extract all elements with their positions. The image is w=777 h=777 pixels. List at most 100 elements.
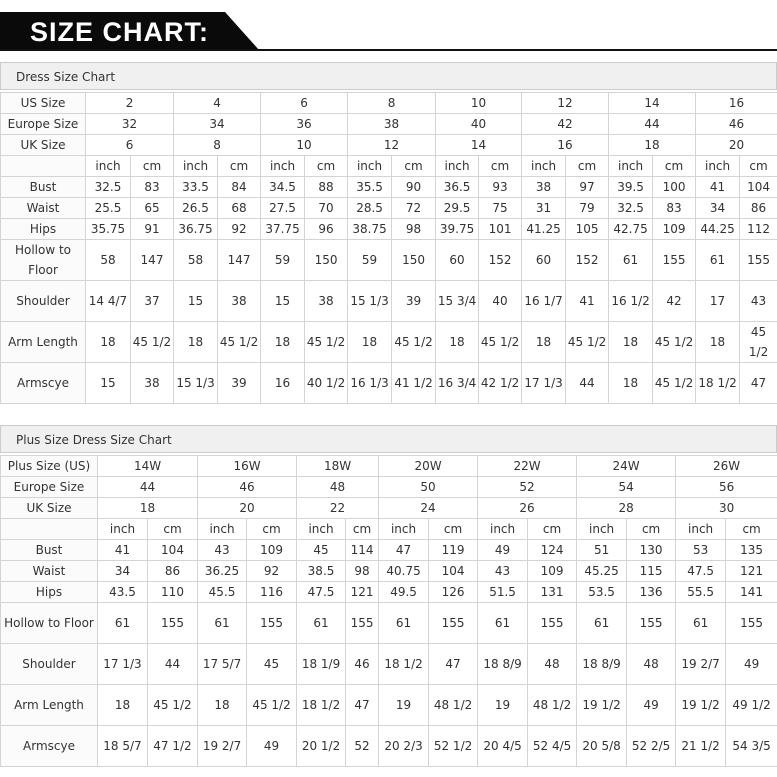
measure-cell: 18: [608, 362, 654, 404]
plus-size-chart: Plus Size Dress Size Chart Plus Size (US…: [0, 425, 777, 767]
unit-header: cm: [428, 518, 479, 540]
measure-cell: 109: [246, 539, 298, 561]
row-label: Armscye: [0, 362, 86, 404]
unit-row: inch cm inch cm inch cm inch cm inch cm inch cm inch…: [0, 518, 777, 540]
measure-row: Shoulder 14 4/7 37 15 38 15 38 15 1/3 39 15 3/4 40…: [0, 280, 777, 322]
size-cell: 10: [260, 134, 349, 156]
measure-cell: 14 4/7: [85, 280, 131, 322]
measure-row: Shoulder 17 1/3 44 17 5/7 45 18 1/9 46 18 1/2 47…: [0, 643, 777, 685]
measure-cell: 17 5/7: [197, 643, 248, 685]
unit-header: cm: [527, 518, 578, 540]
size-cell: 18: [96, 497, 199, 519]
size-cell: 6: [260, 92, 349, 114]
measure-cell: 18: [197, 684, 248, 726]
unit-header: inch: [85, 155, 131, 177]
measure-cell: 61: [378, 602, 430, 644]
measure-cell: 38: [521, 176, 567, 198]
measure-cell: 41.25: [521, 218, 567, 240]
measure-cell: 58: [85, 239, 131, 281]
measure-cell: 49: [477, 539, 529, 561]
measure-cell: 18: [695, 321, 741, 363]
dress-size-table: US Size 2 4 6 8 10 12 14 16 Europe Size 32 34 36 38 40…: [0, 92, 777, 404]
measure-cell: 90: [391, 176, 437, 198]
measure-cell: 155: [345, 602, 380, 644]
row-label: Waist: [0, 197, 86, 219]
measure-cell: 40 1/2: [304, 362, 349, 404]
row-label: Europe Size: [0, 113, 86, 135]
size-cell: 8: [173, 134, 262, 156]
measure-cell: 18: [260, 321, 306, 363]
measure-cell: 18 1/2: [296, 684, 347, 726]
size-cell: 6: [84, 134, 175, 156]
measure-cell: 29.5: [435, 197, 480, 219]
measure-cell: 16 1/7: [521, 280, 567, 322]
measure-cell: 18: [97, 684, 148, 726]
measure-cell: 16: [260, 362, 306, 404]
row-label: Armscye: [0, 725, 98, 767]
measure-row: Hips 43.5 110 45.5 116 47.5 121 49.5 126 51.5 131 5…: [0, 581, 777, 603]
measure-row: Armscye 15 38 15 1/3 39 16 40 1/2 16 1/3 41 1/2 1…: [0, 362, 777, 404]
measure-cell: 20 5/8: [576, 725, 628, 767]
measure-cell: 17 1/3: [97, 643, 148, 685]
size-cell: 24W: [576, 455, 677, 477]
measure-cell: 51: [576, 539, 628, 561]
measure-cell: 92: [217, 218, 262, 240]
row-label: Shoulder: [0, 280, 86, 322]
measure-cell: 49: [626, 684, 677, 726]
measure-cell: 115: [626, 560, 677, 582]
measure-cell: 155: [527, 602, 578, 644]
measure-cell: 54 3/5: [725, 725, 777, 767]
unit-header: inch: [347, 155, 393, 177]
measure-cell: 44.25: [695, 218, 741, 240]
size-cell: 14: [608, 92, 697, 114]
measure-cell: 43: [477, 560, 529, 582]
measure-cell: 47: [378, 539, 430, 561]
measure-cell: 72: [391, 197, 437, 219]
measure-cell: 41 1/2: [391, 362, 437, 404]
unit-header: inch: [435, 155, 480, 177]
measure-row: Waist 34 86 36.25 92 38.5 98 40.75 104 43 109 45.25…: [0, 560, 777, 582]
measure-cell: 61: [197, 602, 248, 644]
measure-cell: 97: [565, 176, 610, 198]
size-cell: 52: [477, 476, 578, 498]
measure-cell: 61: [608, 239, 654, 281]
row-label: Arm Length: [0, 684, 98, 726]
unit-header: inch: [608, 155, 654, 177]
plus-chart-title: Plus Size Dress Size Chart: [0, 425, 777, 453]
measure-cell: 32.5: [608, 197, 654, 219]
measure-cell: 18 1/2: [378, 643, 430, 685]
row-label: Hollow to Floor: [0, 602, 98, 644]
measure-cell: 18 1/9: [296, 643, 347, 685]
measure-cell: 152: [565, 239, 610, 281]
measure-row: Bust 41 104 43 109 45 114 47 119 49 124 51 130 53 135: [0, 539, 777, 561]
measure-cell: 88: [304, 176, 349, 198]
unit-header: cm: [739, 155, 777, 177]
measure-cell: 135: [725, 539, 777, 561]
measure-cell: 42: [652, 280, 697, 322]
unit-header: cm: [129, 155, 175, 177]
measure-cell: 70: [304, 197, 349, 219]
measure-cell: 104: [146, 539, 199, 561]
measure-cell: 39.75: [435, 218, 480, 240]
unit-header: inch: [197, 518, 248, 540]
measure-cell: 61: [695, 239, 741, 281]
measure-cell: 15 3/4: [435, 280, 480, 322]
measure-cell: 65: [129, 197, 175, 219]
measure-cell: 49.5: [378, 581, 430, 603]
measure-cell: 59: [260, 239, 306, 281]
size-cell: 44: [96, 476, 199, 498]
measure-cell: 121: [725, 560, 777, 582]
measure-cell: 16 3/4: [435, 362, 480, 404]
measure-cell: 21 1/2: [675, 725, 727, 767]
row-label: UK Size: [0, 497, 98, 519]
measure-cell: 20 4/5: [477, 725, 529, 767]
measure-cell: 42.75: [608, 218, 654, 240]
size-cell: 18: [608, 134, 697, 156]
size-cell: 42: [521, 113, 610, 135]
size-cell: 22: [296, 497, 380, 519]
measure-cell: 96: [304, 218, 349, 240]
size-cell: 20W: [378, 455, 479, 477]
measure-cell: 15 1/3: [347, 280, 393, 322]
measure-cell: 47: [428, 643, 479, 685]
measure-cell: 32.5: [85, 176, 131, 198]
